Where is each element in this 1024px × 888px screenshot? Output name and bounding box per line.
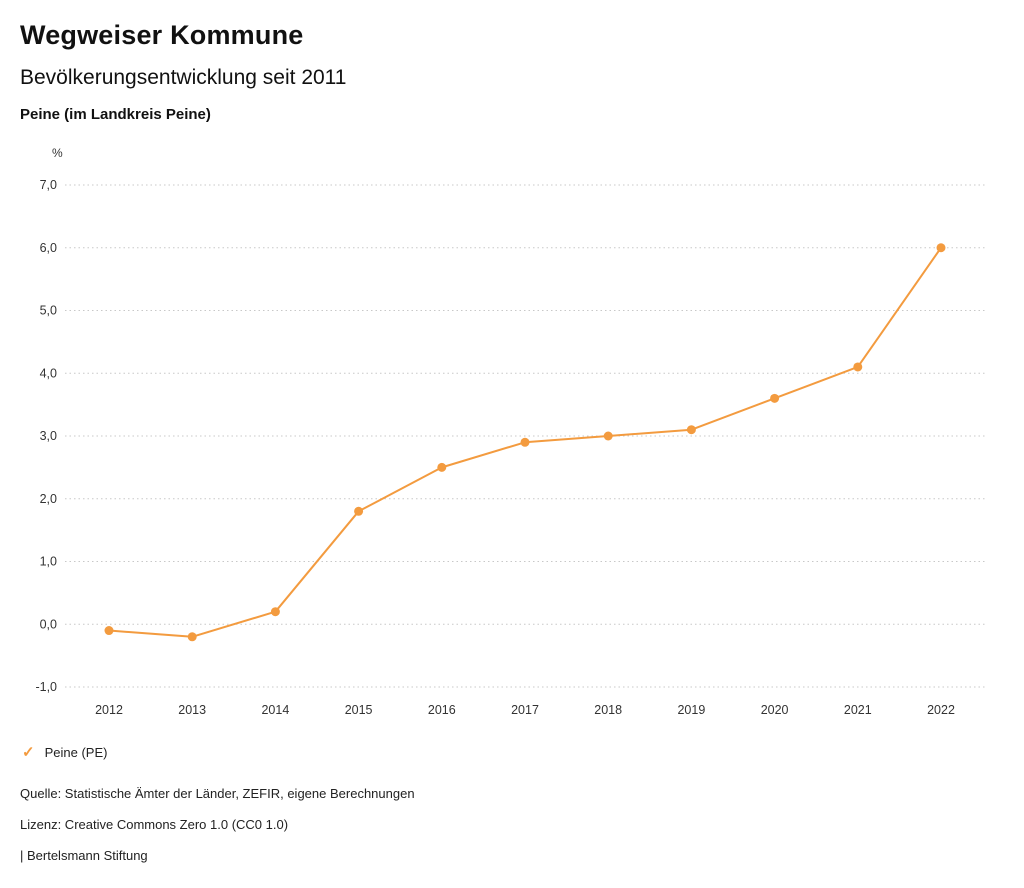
x-tick-label: 2012 (95, 703, 123, 717)
chart-subtitle: Bevölkerungsentwicklung seit 2011 (20, 66, 347, 89)
data-point[interactable] (603, 431, 613, 441)
data-point[interactable] (104, 626, 114, 636)
x-tick-label: 2014 (261, 703, 289, 717)
x-tick-label: 2020 (761, 703, 789, 717)
data-point[interactable] (187, 632, 197, 642)
source-note: Quelle: Statistische Ämter der Länder, Z… (20, 786, 415, 801)
region-label: Peine (im Landkreis Peine) (20, 106, 211, 123)
data-point[interactable] (437, 462, 447, 472)
data-point[interactable] (686, 425, 696, 435)
legend-label: Peine (PE) (44, 745, 108, 760)
x-tick-label: 2021 (844, 703, 872, 717)
y-tick-label: 3,0 (40, 429, 57, 443)
data-point[interactable] (853, 362, 863, 372)
y-axis-unit-label: % (52, 146, 63, 160)
page-title: Wegweiser Kommune (20, 20, 304, 50)
y-tick-label: 7,0 (40, 178, 57, 192)
x-tick-label: 2015 (345, 703, 373, 717)
license-note: Lizenz: Creative Commons Zero 1.0 (CC0 1… (20, 817, 289, 832)
data-point[interactable] (520, 437, 530, 447)
data-point[interactable] (270, 607, 280, 617)
data-point[interactable] (354, 506, 364, 516)
x-tick-label: 2022 (927, 703, 955, 717)
x-tick-label: 2017 (511, 703, 539, 717)
y-tick-label: 5,0 (40, 304, 57, 318)
legend-item-peine[interactable]: ✓ Peine (PE) (22, 745, 107, 760)
data-point[interactable] (770, 393, 780, 403)
y-tick-label: 1,0 (40, 555, 57, 569)
y-tick-label: 4,0 (40, 366, 57, 380)
x-tick-label: 2013 (178, 703, 206, 717)
x-tick-label: 2018 (594, 703, 622, 717)
y-tick-label: -1,0 (35, 680, 57, 694)
y-tick-label: 0,0 (40, 617, 57, 631)
x-tick-label: 2019 (677, 703, 705, 717)
x-tick-label: 2016 (428, 703, 456, 717)
y-tick-label: 6,0 (40, 241, 57, 255)
data-point[interactable] (936, 243, 946, 253)
y-tick-label: 2,0 (40, 492, 57, 506)
attribution-note: | Bertelsmann Stiftung (20, 848, 148, 863)
line-chart: -1,0 0,0 1,0 2,0 3,0 4,0 5,0 6,0 7,0 2012 2013 2014… (35, 178, 985, 717)
legend-check-icon: ✓ (22, 744, 35, 761)
